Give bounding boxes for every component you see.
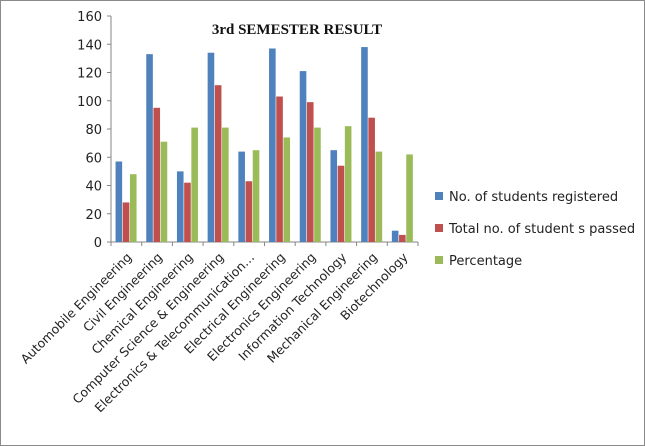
legend-swatch <box>435 192 443 200</box>
bar <box>283 137 291 242</box>
bar <box>368 117 375 242</box>
bar <box>207 52 215 242</box>
bar <box>153 107 161 242</box>
y-tick-label: 0 <box>94 236 102 251</box>
bar <box>344 126 352 242</box>
legend-swatch <box>435 224 443 232</box>
x-axis <box>110 241 419 246</box>
bar <box>184 182 191 242</box>
bar <box>306 102 314 242</box>
bar <box>222 127 229 242</box>
legend-swatch <box>435 256 443 264</box>
legend-label: Total no. of student s passed <box>448 222 635 237</box>
bar <box>276 96 283 242</box>
bar <box>245 181 253 242</box>
bar <box>391 230 399 242</box>
bar <box>399 234 406 242</box>
legend: No. of students registered Total no. of s… <box>435 190 635 269</box>
legend-label: Percentage <box>449 254 522 269</box>
bars <box>115 47 413 243</box>
bar <box>269 48 276 242</box>
y-tick-label: 160 <box>77 10 102 25</box>
bar <box>330 150 338 242</box>
bar <box>361 47 368 242</box>
y-tick-label: 120 <box>77 67 102 82</box>
bar <box>299 71 307 242</box>
bar <box>375 151 383 242</box>
bar <box>406 154 413 242</box>
y-tick-label: 140 <box>77 38 102 53</box>
bar <box>146 54 153 242</box>
bar <box>314 127 321 242</box>
y-tick-label: 100 <box>77 95 102 110</box>
legend-label: No. of students registered <box>449 190 618 205</box>
y-tick-label: 80 <box>85 123 102 138</box>
y-tick-label: 60 <box>85 151 102 166</box>
bar <box>337 165 345 242</box>
bar <box>176 171 184 243</box>
bar <box>238 151 245 242</box>
chart-title: 3rd SEMESTER RESULT <box>212 22 382 38</box>
bar <box>122 202 130 242</box>
y-axis: 0 20 40 60 80 100 120 140 160 <box>77 10 112 251</box>
y-tick-label: 40 <box>85 180 102 195</box>
bar <box>129 174 137 242</box>
bar <box>252 150 260 242</box>
bar <box>214 85 222 243</box>
bar <box>115 161 123 242</box>
bar <box>191 127 198 242</box>
bar <box>160 141 168 242</box>
y-tick-label: 20 <box>85 208 102 223</box>
